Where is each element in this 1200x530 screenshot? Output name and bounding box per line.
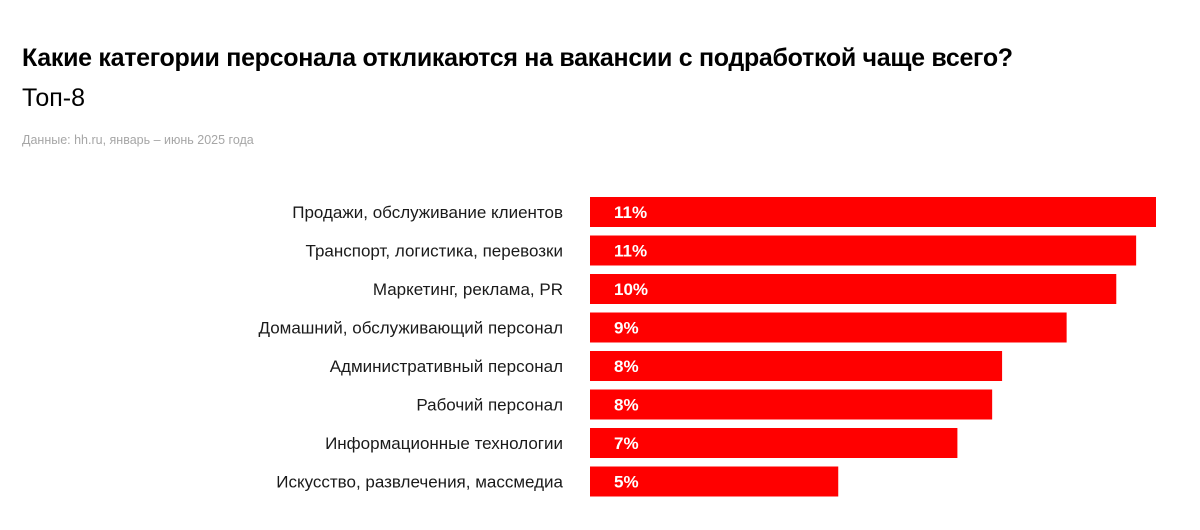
chart-title: Какие категории персонала откликаются на… — [22, 44, 1013, 72]
value-label-7: 7% — [614, 434, 639, 453]
chart-subtitle: Топ-8 — [22, 84, 85, 112]
category-label-5: Административный персонал — [330, 357, 563, 376]
category-label-3: Маркетинг, реклама, PR — [373, 280, 563, 299]
bar-5 — [590, 351, 1003, 381]
category-label-6: Рабочий персонал — [416, 396, 563, 415]
data-source-note: Данные: hh.ru, январь – июнь 2025 года — [22, 133, 254, 147]
category-label-7: Информационные технологии — [325, 434, 563, 453]
value-label-4: 9% — [614, 319, 639, 338]
value-label-8: 5% — [614, 473, 639, 492]
value-label-6: 8% — [614, 396, 639, 415]
value-label-3: 10% — [614, 280, 648, 299]
value-label-1: 11% — [614, 203, 647, 222]
category-label-1: Продажи, обслуживание клиентов — [292, 203, 563, 222]
value-label-5: 8% — [614, 357, 639, 376]
bar-3 — [590, 274, 1117, 304]
category-label-4: Домашний, обслуживающий персонал — [258, 319, 563, 338]
bar-7 — [590, 428, 958, 458]
value-label-2: 11% — [614, 242, 647, 261]
bar-6 — [590, 389, 993, 420]
bar-4 — [590, 312, 1067, 343]
bar-1 — [590, 197, 1156, 227]
bar-2 — [590, 235, 1137, 266]
category-label-8: Искусство, развлечения, массмедиа — [276, 473, 563, 492]
category-label-2: Транспорт, логистика, перевозки — [306, 242, 563, 261]
bar-8 — [590, 466, 839, 497]
